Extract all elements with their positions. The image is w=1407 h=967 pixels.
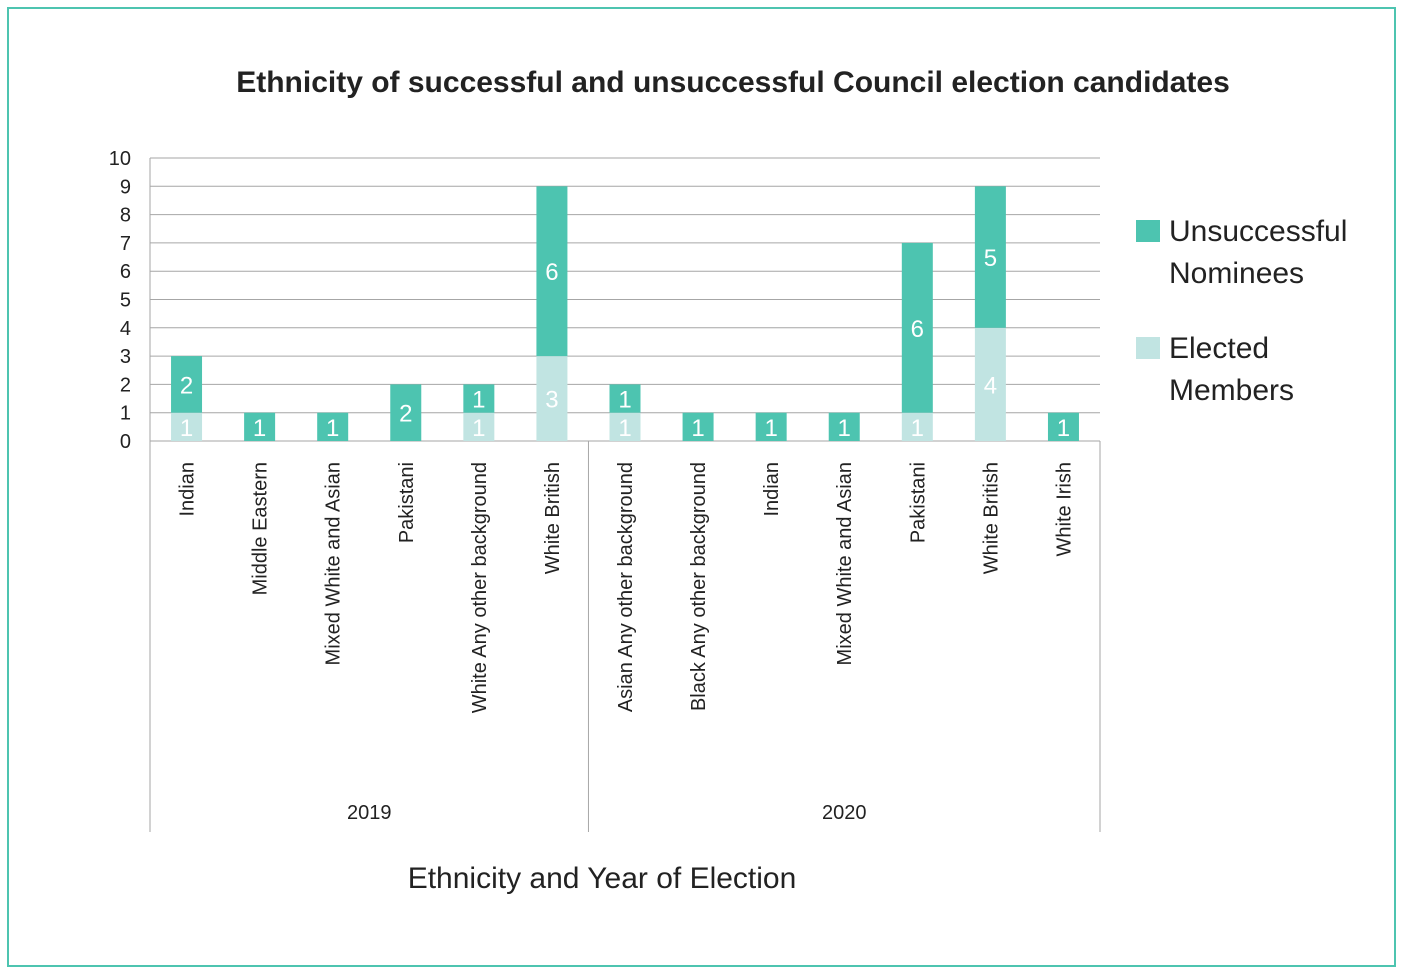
y-tick-labels: 0 1 2 3 4 5 6 7 8 9 10 <box>109 148 131 453</box>
legend-label: Elected <box>1169 332 1269 365</box>
y-tick-label: 9 <box>120 176 131 198</box>
data-label: 1 <box>618 415 631 442</box>
data-label: 5 <box>984 245 997 272</box>
bar-segment-unsuccessful <box>1047 412 1079 441</box>
x-category-label: White Any other background <box>469 462 491 713</box>
x-category-label: Pakistani <box>396 462 418 543</box>
y-tick-label: 0 <box>120 431 131 453</box>
data-label: 1 <box>1057 415 1070 442</box>
bar-segment-elected <box>463 412 495 441</box>
y-tick-label: 4 <box>120 318 131 340</box>
legend-swatch <box>1136 337 1160 359</box>
y-tick-label: 3 <box>120 346 131 368</box>
x-category-label: Mixed White and Asian <box>323 462 345 665</box>
legend-swatch <box>1136 220 1160 242</box>
data-label: 1 <box>838 415 851 442</box>
legend-label: Unsuccessful <box>1169 215 1347 248</box>
legend: Unsuccessful Nominees Elected Members <box>1136 215 1347 407</box>
chart-title: Ethnicity of successful and unsuccessful… <box>236 66 1230 99</box>
bar-segment-elected <box>536 356 568 441</box>
bar-segment-unsuccessful <box>171 356 203 413</box>
y-tick-label: 10 <box>109 148 131 170</box>
data-label: 1 <box>472 415 485 442</box>
y-tick-label: 8 <box>120 205 131 227</box>
y-tick-label: 2 <box>120 374 131 396</box>
x-group-label: 2020 <box>822 802 867 824</box>
x-category-label: Black Any other background <box>688 462 710 711</box>
data-label: 1 <box>253 415 266 442</box>
bar-segment-unsuccessful <box>390 384 422 441</box>
bar-segment-elected <box>171 412 203 441</box>
bar-segment-unsuccessful <box>609 384 641 413</box>
y-tick-label: 1 <box>120 403 131 425</box>
data-label: 1 <box>911 415 924 442</box>
bar-segment-elected <box>901 412 933 441</box>
legend-label: Members <box>1169 374 1294 407</box>
data-label: 1 <box>764 415 777 442</box>
data-label: 1 <box>326 415 339 442</box>
bar-segment-elected <box>974 327 1006 441</box>
y-tick-label: 7 <box>120 233 131 255</box>
bar-segment-unsuccessful <box>536 186 568 357</box>
data-label: 1 <box>691 415 704 442</box>
bar-segment-unsuccessful <box>682 412 714 441</box>
x-category-label: Asian Any other background <box>615 462 637 712</box>
x-category-label: Indian <box>761 462 783 517</box>
x-category-label: White British <box>542 462 564 574</box>
bar-segment-unsuccessful <box>463 384 495 413</box>
data-label: 2 <box>399 401 412 428</box>
bar-segment-elected <box>609 412 641 441</box>
data-label: 1 <box>180 415 193 442</box>
data-label: 1 <box>472 387 485 414</box>
y-tick-label: 5 <box>120 290 131 312</box>
x-category-label: Middle Eastern <box>250 462 272 595</box>
bar-segment-unsuccessful <box>317 412 349 441</box>
bar-segment-unsuccessful <box>974 186 1006 328</box>
x-group-label: 2019 <box>347 802 392 824</box>
x-category-label: White Irish <box>1053 462 1075 556</box>
x-category-label: Indian <box>177 462 199 517</box>
data-label: 4 <box>984 372 997 399</box>
legend-label: Nominees <box>1169 257 1304 290</box>
bar-segment-unsuccessful <box>755 412 787 441</box>
x-category-label: Mixed White and Asian <box>834 462 856 665</box>
data-label: 2 <box>180 372 193 399</box>
bars <box>171 186 1079 441</box>
y-tick-label: 6 <box>120 261 131 283</box>
data-label: 1 <box>618 387 631 414</box>
grid-lines <box>149 157 1100 442</box>
data-label: 6 <box>545 259 558 286</box>
x-axis: Indian Middle Eastern Mixed White and Asia… <box>149 441 1101 832</box>
bar-segment-unsuccessful <box>244 412 276 441</box>
x-category-label: White British <box>980 462 1002 574</box>
data-label: 6 <box>911 316 924 343</box>
x-category-label: Pakistani <box>907 462 929 543</box>
bar-segment-unsuccessful <box>828 412 860 441</box>
bar-segment-unsuccessful <box>901 242 933 413</box>
x-axis-title: Ethnicity and Year of Election <box>408 862 797 895</box>
data-label: 3 <box>545 387 558 414</box>
